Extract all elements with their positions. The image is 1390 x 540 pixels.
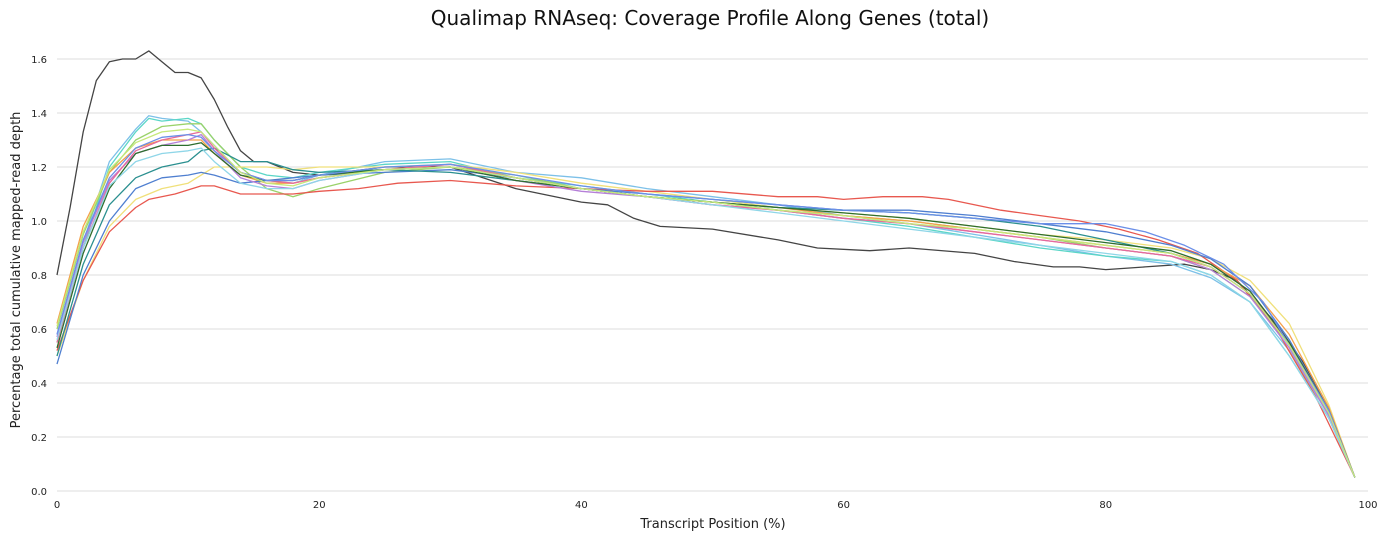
- y-tick-labels: 0.0 0.2 0.4 0.6 0.8 1.0 1.2 1.4 1.6: [31, 55, 47, 498]
- y-tick-label: 0.6: [31, 325, 47, 336]
- series-line: [56, 163, 1356, 478]
- x-tick-labels: 0 20 40 60 80 100: [54, 500, 1378, 511]
- y-tick-label: 1.0: [31, 217, 47, 228]
- y-tick-label: 0.4: [31, 379, 47, 390]
- y-tick-label: 0.2: [31, 433, 47, 444]
- series-line: [56, 131, 1356, 478]
- series-line: [56, 117, 1356, 478]
- series-line: [56, 50, 1356, 478]
- series-line: [56, 128, 1356, 478]
- series-line: [56, 139, 1356, 478]
- series-line: [56, 133, 1356, 478]
- x-tick-label: 20: [313, 500, 326, 511]
- x-tick-label: 100: [1358, 500, 1377, 511]
- series-lines: [56, 50, 1356, 478]
- x-tick-label: 60: [837, 500, 850, 511]
- grid-lines: [57, 58, 1368, 492]
- y-tick-label: 1.2: [31, 163, 47, 174]
- y-tick-label: 0.0: [31, 487, 47, 498]
- y-axis-label: Percentage total cumulative mapped-read …: [9, 112, 24, 429]
- x-tick-label: 80: [1099, 500, 1112, 511]
- x-axis-label: Transcript Position (%): [639, 517, 785, 532]
- chart-title: Qualimap RNAseq: Coverage Profile Along …: [430, 6, 990, 30]
- series-line: [56, 147, 1356, 478]
- y-tick-label: 1.4: [31, 109, 47, 120]
- series-line: [56, 179, 1356, 478]
- y-tick-label: 1.6: [31, 55, 47, 66]
- x-tick-label: 0: [54, 500, 60, 511]
- y-tick-label: 0.8: [31, 271, 47, 282]
- series-line: [56, 169, 1356, 478]
- x-tick-label: 40: [575, 500, 588, 511]
- series-line: [56, 142, 1356, 478]
- series-line: [56, 147, 1356, 478]
